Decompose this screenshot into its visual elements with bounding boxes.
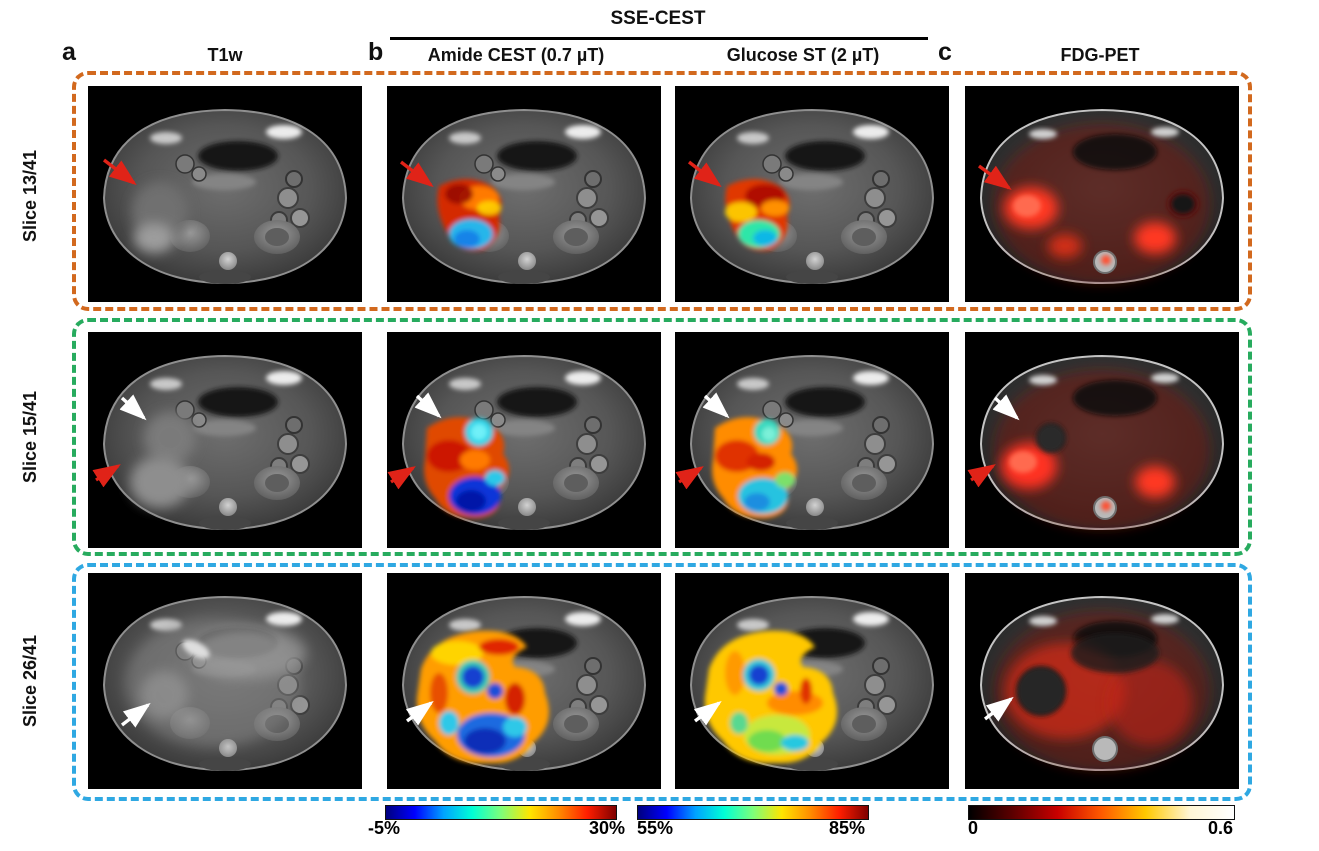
colorbar-pet-min-label: 0 — [968, 818, 979, 838]
scan-t1w-slice13 — [88, 86, 362, 302]
white-arrow-icon — [983, 696, 1014, 722]
panel-letter-b: b — [368, 38, 384, 66]
row-label-slice-13-41: Slice 13/41 — [20, 149, 40, 243]
slice-13-dashed-box — [72, 71, 1252, 311]
group-header-underline — [390, 37, 928, 40]
colorbar-pet-max-label: 0.6 — [1207, 818, 1233, 838]
scan-amide-cest-slice15 — [387, 332, 661, 548]
scan-amide-cest-slice13 — [387, 86, 661, 302]
red-arrow-icon — [687, 160, 722, 188]
slice-26-dashed-box — [72, 563, 1252, 801]
white-arrow-icon — [120, 702, 151, 728]
red-arrow-icon — [977, 164, 1012, 191]
scan-amide-cest-slice26 — [387, 573, 661, 789]
slice-15-dashed-box — [72, 318, 1252, 556]
scan-fdg-pet-slice13 — [965, 86, 1239, 302]
white-arrow-icon — [119, 394, 147, 421]
cest-overlay — [704, 630, 837, 764]
row-label-slice-15-41: Slice 15/41 — [20, 390, 40, 484]
white-arrow-icon — [702, 392, 730, 419]
colorbar-glucose-st — [637, 805, 869, 820]
colorbar-glucose-min-label: 55% — [637, 818, 674, 838]
cest-overlay — [424, 417, 510, 519]
group-header-sse-cest: SSE-CEST — [610, 8, 706, 29]
column-header-amide-cest: Amide CEST (0.7 µT) — [427, 45, 605, 65]
red-arrow-icon — [399, 160, 434, 188]
column-header-t1w: T1w — [207, 45, 243, 65]
scan-glucose-st-slice15 — [675, 332, 949, 548]
colorbar-glucose-max-label: 85% — [828, 818, 865, 838]
red-arrow-icon — [387, 466, 416, 490]
red-arrow-icon — [967, 464, 996, 488]
cest-overlay — [725, 179, 790, 251]
column-header-fdg-pet: FDG-PET — [1060, 45, 1140, 65]
scan-t1w-slice26 — [88, 573, 362, 789]
colorbar-fdg-pet — [968, 805, 1235, 820]
cest-overlay — [437, 179, 502, 251]
scan-glucose-st-slice13 — [675, 86, 949, 302]
colorbar-amide-max-label: 30% — [588, 818, 625, 838]
row-label-slice-26-41: Slice 26/41 — [20, 634, 40, 728]
scan-glucose-st-slice26 — [675, 573, 949, 789]
scan-fdg-pet-slice26 — [965, 573, 1239, 789]
cest-overlay — [416, 630, 549, 764]
panel-letter-c: c — [938, 38, 952, 66]
scan-t1w-slice15 — [88, 332, 362, 548]
white-arrow-icon — [405, 700, 434, 726]
red-arrow-icon — [92, 464, 121, 488]
white-arrow-icon — [414, 392, 442, 419]
white-arrow-icon — [992, 394, 1020, 421]
column-header-glucose-st: Glucose ST (2 µT) — [726, 45, 880, 65]
red-arrow-icon — [675, 466, 704, 490]
colorbar-amide-min-label: -5% — [368, 818, 401, 838]
cest-overlay — [712, 417, 798, 519]
red-arrow-icon — [102, 158, 137, 186]
panel-letter-a: a — [62, 38, 76, 66]
colorbar-amide-cest — [385, 805, 617, 820]
white-arrow-icon — [693, 700, 722, 726]
scan-fdg-pet-slice15 — [965, 332, 1239, 548]
